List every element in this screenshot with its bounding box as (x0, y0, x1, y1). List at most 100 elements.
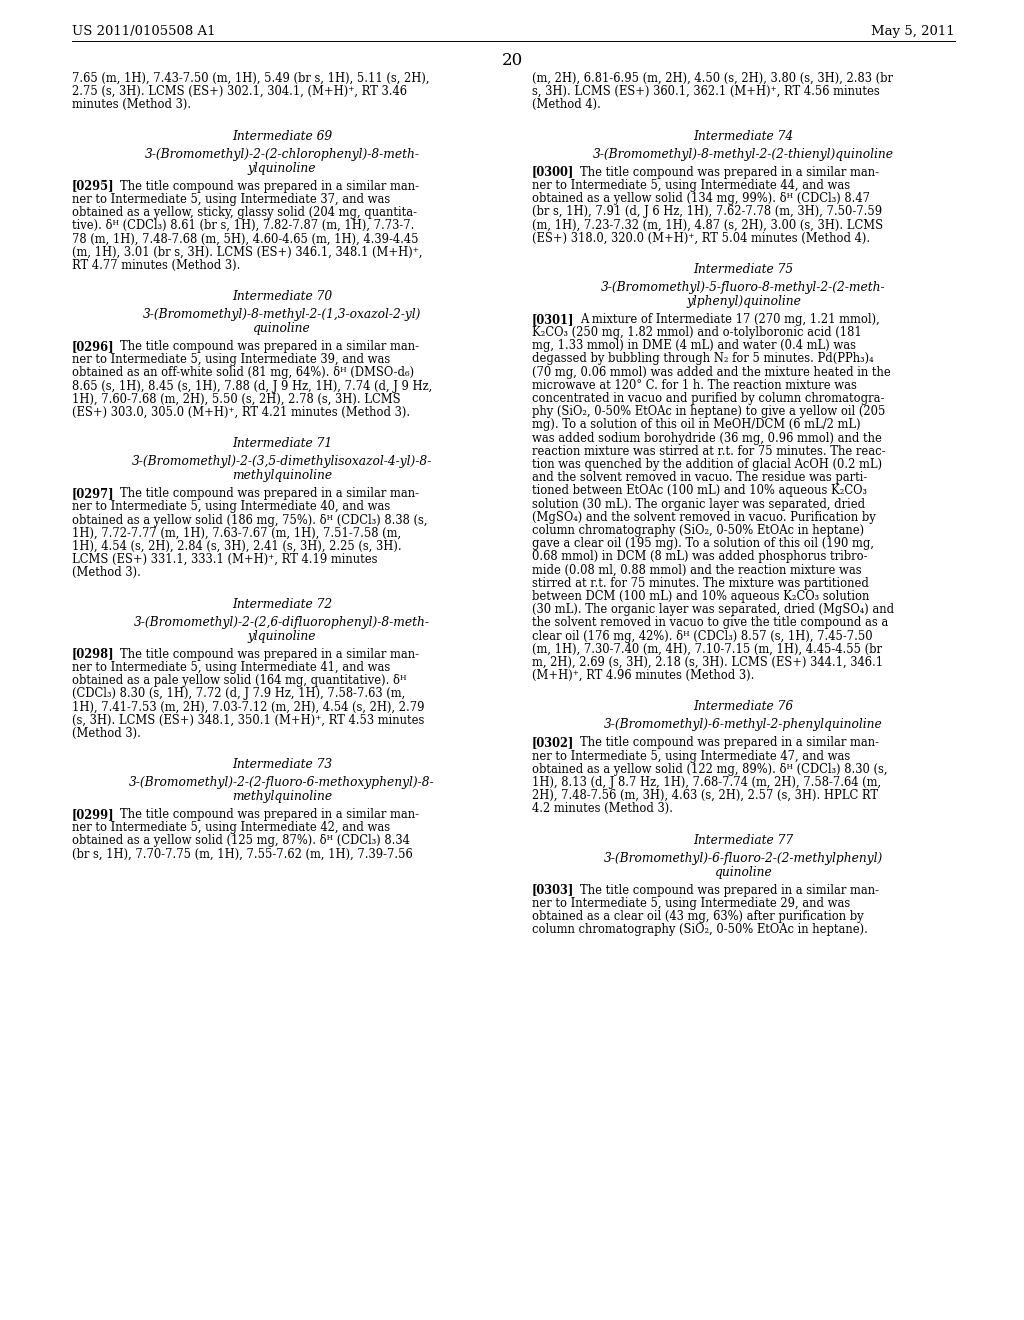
Text: obtained as a pale yellow solid (164 mg, quantitative). δᴴ: obtained as a pale yellow solid (164 mg,… (72, 675, 407, 686)
Text: microwave at 120° C. for 1 h. The reaction mixture was: microwave at 120° C. for 1 h. The reacti… (532, 379, 857, 392)
Text: Intermediate 73: Intermediate 73 (232, 758, 332, 771)
Text: ylphenyl)quinoline: ylphenyl)quinoline (686, 294, 801, 308)
Text: (m, 2H), 6.81-6.95 (m, 2H), 4.50 (s, 2H), 3.80 (s, 3H), 2.83 (br: (m, 2H), 6.81-6.95 (m, 2H), 4.50 (s, 2H)… (532, 73, 893, 84)
Text: s, 3H). LCMS (ES+) 360.1, 362.1 (M+H)⁺, RT 4.56 minutes: s, 3H). LCMS (ES+) 360.1, 362.1 (M+H)⁺, … (532, 86, 880, 98)
Text: reaction mixture was stirred at r.t. for 75 minutes. The reac-: reaction mixture was stirred at r.t. for… (532, 445, 886, 458)
Text: US 2011/0105508 A1: US 2011/0105508 A1 (72, 25, 215, 38)
Text: (Method 3).: (Method 3). (72, 566, 141, 579)
Text: 3-(Bromomethyl)-2-(2-chlorophenyl)-8-meth-: 3-(Bromomethyl)-2-(2-chlorophenyl)-8-met… (144, 148, 420, 161)
Text: [0302]: [0302] (532, 737, 574, 750)
Text: (m, 1H), 3.01 (br s, 3H). LCMS (ES+) 346.1, 348.1 (M+H)⁺,: (m, 1H), 3.01 (br s, 3H). LCMS (ES+) 346… (72, 246, 423, 259)
Text: methylquinoline: methylquinoline (232, 789, 332, 803)
Text: between DCM (100 mL) and 10% aqueous K₂CO₃ solution: between DCM (100 mL) and 10% aqueous K₂C… (532, 590, 869, 603)
Text: ner to Intermediate 5, using Intermediate 39, and was: ner to Intermediate 5, using Intermediat… (72, 354, 390, 366)
Text: degassed by bubbling through N₂ for 5 minutes. Pd(PPh₃)₄: degassed by bubbling through N₂ for 5 mi… (532, 352, 873, 366)
Text: (s, 3H). LCMS (ES+) 348.1, 350.1 (M+H)⁺, RT 4.53 minutes: (s, 3H). LCMS (ES+) 348.1, 350.1 (M+H)⁺,… (72, 714, 424, 726)
Text: 3-(Bromomethyl)-2-(3,5-dimethylisoxazol-4-yl)-8-: 3-(Bromomethyl)-2-(3,5-dimethylisoxazol-… (132, 455, 432, 469)
Text: obtained as a yellow, sticky, glassy solid (204 mg, quantita-: obtained as a yellow, sticky, glassy sol… (72, 206, 417, 219)
Text: column chromatography (SiO₂, 0-50% EtOAc in heptane).: column chromatography (SiO₂, 0-50% EtOAc… (532, 923, 868, 936)
Text: ner to Intermediate 5, using Intermediate 37, and was: ner to Intermediate 5, using Intermediat… (72, 193, 390, 206)
Text: The title compound was prepared in a similar man-: The title compound was prepared in a sim… (581, 165, 880, 178)
Text: Intermediate 74: Intermediate 74 (693, 129, 794, 143)
Text: Intermediate 72: Intermediate 72 (232, 598, 332, 611)
Text: (br s, 1H), 7.91 (d, J 6 Hz, 1H), 7.62-7.78 (m, 3H), 7.50-7.59: (br s, 1H), 7.91 (d, J 6 Hz, 1H), 7.62-7… (532, 205, 882, 218)
Text: The title compound was prepared in a similar man-: The title compound was prepared in a sim… (120, 648, 419, 660)
Text: ner to Intermediate 5, using Intermediate 29, and was: ner to Intermediate 5, using Intermediat… (532, 896, 850, 909)
Text: 1H), 8.13 (d, J 8.7 Hz, 1H), 7.68-7.74 (m, 2H), 7.58-7.64 (m,: 1H), 8.13 (d, J 8.7 Hz, 1H), 7.68-7.74 (… (532, 776, 881, 789)
Text: Intermediate 76: Intermediate 76 (693, 701, 794, 713)
Text: obtained as a yellow solid (134 mg, 99%). δᴴ (CDCl₃) 8.47: obtained as a yellow solid (134 mg, 99%)… (532, 191, 870, 205)
Text: obtained as a yellow solid (122 mg, 89%). δᴴ (CDCl₃) 8.30 (s,: obtained as a yellow solid (122 mg, 89%)… (532, 763, 888, 776)
Text: 0.68 mmol) in DCM (8 mL) was added phosphorus tribro-: 0.68 mmol) in DCM (8 mL) was added phosp… (532, 550, 867, 564)
Text: RT 4.77 minutes (Method 3).: RT 4.77 minutes (Method 3). (72, 259, 241, 272)
Text: methylquinoline: methylquinoline (232, 469, 332, 482)
Text: May 5, 2011: May 5, 2011 (871, 25, 955, 38)
Text: (M+H)⁺, RT 4.96 minutes (Method 3).: (M+H)⁺, RT 4.96 minutes (Method 3). (532, 669, 755, 682)
Text: (br s, 1H), 7.70-7.75 (m, 1H), 7.55-7.62 (m, 1H), 7.39-7.56: (br s, 1H), 7.70-7.75 (m, 1H), 7.55-7.62… (72, 847, 413, 861)
Text: 3-(Bromomethyl)-2-(2-fluoro-6-methoxyphenyl)-8-: 3-(Bromomethyl)-2-(2-fluoro-6-methoxyphe… (129, 776, 435, 789)
Text: quinoline: quinoline (715, 866, 772, 879)
Text: (Method 3).: (Method 3). (72, 727, 141, 739)
Text: The title compound was prepared in a similar man-: The title compound was prepared in a sim… (581, 883, 880, 896)
Text: [0299]: [0299] (72, 808, 115, 821)
Text: mg, 1.33 mmol) in DME (4 mL) and water (0.4 mL) was: mg, 1.33 mmol) in DME (4 mL) and water (… (532, 339, 856, 352)
Text: was added sodium borohydride (36 mg, 0.96 mmol) and the: was added sodium borohydride (36 mg, 0.9… (532, 432, 882, 445)
Text: [0300]: [0300] (532, 165, 574, 178)
Text: ner to Intermediate 5, using Intermediate 44, and was: ner to Intermediate 5, using Intermediat… (532, 178, 850, 191)
Text: obtained as a clear oil (43 mg, 63%) after purification by: obtained as a clear oil (43 mg, 63%) aft… (532, 909, 863, 923)
Text: The title compound was prepared in a similar man-: The title compound was prepared in a sim… (120, 341, 419, 352)
Text: Intermediate 69: Intermediate 69 (232, 129, 332, 143)
Text: (MgSO₄) and the solvent removed in vacuo. Purification by: (MgSO₄) and the solvent removed in vacuo… (532, 511, 876, 524)
Text: concentrated in vacuo and purified by column chromatogra-: concentrated in vacuo and purified by co… (532, 392, 885, 405)
Text: [0295]: [0295] (72, 180, 115, 193)
Text: LCMS (ES+) 331.1, 333.1 (M+H)⁺, RT 4.19 minutes: LCMS (ES+) 331.1, 333.1 (M+H)⁺, RT 4.19 … (72, 553, 378, 566)
Text: the solvent removed in vacuo to give the title compound as a: the solvent removed in vacuo to give the… (532, 616, 888, 630)
Text: clear oil (176 mg, 42%). δᴴ (CDCl₃) 8.57 (s, 1H), 7.45-7.50: clear oil (176 mg, 42%). δᴴ (CDCl₃) 8.57… (532, 630, 872, 643)
Text: (m, 1H), 7.30-7.40 (m, 4H), 7.10-7.15 (m, 1H), 4.45-4.55 (br: (m, 1H), 7.30-7.40 (m, 4H), 7.10-7.15 (m… (532, 643, 882, 656)
Text: 20: 20 (502, 51, 522, 69)
Text: The title compound was prepared in a similar man-: The title compound was prepared in a sim… (120, 180, 419, 193)
Text: The title compound was prepared in a similar man-: The title compound was prepared in a sim… (120, 808, 419, 821)
Text: [0298]: [0298] (72, 648, 115, 660)
Text: (70 mg, 0.06 mmol) was added and the mixture heated in the: (70 mg, 0.06 mmol) was added and the mix… (532, 366, 891, 379)
Text: 3-(Bromomethyl)-8-methyl-2-(2-thienyl)quinoline: 3-(Bromomethyl)-8-methyl-2-(2-thienyl)qu… (593, 148, 894, 161)
Text: ner to Intermediate 5, using Intermediate 42, and was: ner to Intermediate 5, using Intermediat… (72, 821, 390, 834)
Text: 1H), 7.72-7.77 (m, 1H), 7.63-7.67 (m, 1H), 7.51-7.58 (m,: 1H), 7.72-7.77 (m, 1H), 7.63-7.67 (m, 1H… (72, 527, 401, 540)
Text: tive). δᴴ (CDCl₃) 8.61 (br s, 1H), 7.82-7.87 (m, 1H), 7.73-7.: tive). δᴴ (CDCl₃) 8.61 (br s, 1H), 7.82-… (72, 219, 415, 232)
Text: tion was quenched by the addition of glacial AcOH (0.2 mL): tion was quenched by the addition of gla… (532, 458, 882, 471)
Text: Intermediate 75: Intermediate 75 (693, 263, 794, 276)
Text: A mixture of Intermediate 17 (270 mg, 1.21 mmol),: A mixture of Intermediate 17 (270 mg, 1.… (581, 313, 880, 326)
Text: [0296]: [0296] (72, 341, 115, 352)
Text: obtained as a yellow solid (125 mg, 87%). δᴴ (CDCl₃) 8.34: obtained as a yellow solid (125 mg, 87%)… (72, 834, 410, 847)
Text: phy (SiO₂, 0-50% EtOAc in heptane) to give a yellow oil (205: phy (SiO₂, 0-50% EtOAc in heptane) to gi… (532, 405, 886, 418)
Text: 3-(Bromomethyl)-8-methyl-2-(1,3-oxazol-2-yl): 3-(Bromomethyl)-8-methyl-2-(1,3-oxazol-2… (142, 308, 421, 321)
Text: The title compound was prepared in a similar man-: The title compound was prepared in a sim… (581, 737, 880, 750)
Text: ner to Intermediate 5, using Intermediate 40, and was: ner to Intermediate 5, using Intermediat… (72, 500, 390, 513)
Text: 2.75 (s, 3H). LCMS (ES+) 302.1, 304.1, (M+H)⁺, RT 3.46: 2.75 (s, 3H). LCMS (ES+) 302.1, 304.1, (… (72, 86, 407, 98)
Text: Intermediate 70: Intermediate 70 (232, 290, 332, 304)
Text: (30 mL). The organic layer was separated, dried (MgSO₄) and: (30 mL). The organic layer was separated… (532, 603, 894, 616)
Text: 7.65 (m, 1H), 7.43-7.50 (m, 1H), 5.49 (br s, 1H), 5.11 (s, 2H),: 7.65 (m, 1H), 7.43-7.50 (m, 1H), 5.49 (b… (72, 73, 429, 84)
Text: 2H), 7.48-7.56 (m, 3H), 4.63 (s, 2H), 2.57 (s, 3H). HPLC RT: 2H), 7.48-7.56 (m, 3H), 4.63 (s, 2H), 2.… (532, 789, 879, 803)
Text: (Method 4).: (Method 4). (532, 99, 601, 111)
Text: obtained as an off-white solid (81 mg, 64%). δᴴ (DMSO-d₆): obtained as an off-white solid (81 mg, 6… (72, 367, 414, 379)
Text: mide (0.08 ml, 0.88 mmol) and the reaction mixture was: mide (0.08 ml, 0.88 mmol) and the reacti… (532, 564, 861, 577)
Text: 1H), 7.41-7.53 (m, 2H), 7.03-7.12 (m, 2H), 4.54 (s, 2H), 2.79: 1H), 7.41-7.53 (m, 2H), 7.03-7.12 (m, 2H… (72, 701, 425, 713)
Text: and the solvent removed in vacuo. The residue was parti-: and the solvent removed in vacuo. The re… (532, 471, 867, 484)
Text: tioned between EtOAc (100 mL) and 10% aqueous K₂CO₃: tioned between EtOAc (100 mL) and 10% aq… (532, 484, 867, 498)
Text: minutes (Method 3).: minutes (Method 3). (72, 99, 191, 111)
Text: 8.65 (s, 1H), 8.45 (s, 1H), 7.88 (d, J 9 Hz, 1H), 7.74 (d, J 9 Hz,: 8.65 (s, 1H), 8.45 (s, 1H), 7.88 (d, J 9… (72, 380, 432, 392)
Text: [0301]: [0301] (532, 313, 574, 326)
Text: 78 (m, 1H), 7.48-7.68 (m, 5H), 4.60-4.65 (m, 1H), 4.39-4.45: 78 (m, 1H), 7.48-7.68 (m, 5H), 4.60-4.65… (72, 232, 419, 246)
Text: solution (30 mL). The organic layer was separated, dried: solution (30 mL). The organic layer was … (532, 498, 865, 511)
Text: ner to Intermediate 5, using Intermediate 41, and was: ner to Intermediate 5, using Intermediat… (72, 661, 390, 673)
Text: 1H), 4.54 (s, 2H), 2.84 (s, 3H), 2.41 (s, 3H), 2.25 (s, 3H).: 1H), 4.54 (s, 2H), 2.84 (s, 3H), 2.41 (s… (72, 540, 401, 553)
Text: 3-(Bromomethyl)-6-fluoro-2-(2-methylphenyl): 3-(Bromomethyl)-6-fluoro-2-(2-methylphen… (604, 851, 883, 865)
Text: obtained as a yellow solid (186 mg, 75%). δᴴ (CDCl₃) 8.38 (s,: obtained as a yellow solid (186 mg, 75%)… (72, 513, 427, 527)
Text: mg). To a solution of this oil in MeOH/DCM (6 mL/2 mL): mg). To a solution of this oil in MeOH/D… (532, 418, 860, 432)
Text: column chromatography (SiO₂, 0-50% EtOAc in heptane): column chromatography (SiO₂, 0-50% EtOAc… (532, 524, 864, 537)
Text: (CDCl₃) 8.30 (s, 1H), 7.72 (d, J 7.9 Hz, 1H), 7.58-7.63 (m,: (CDCl₃) 8.30 (s, 1H), 7.72 (d, J 7.9 Hz,… (72, 688, 406, 700)
Text: 3-(Bromomethyl)-2-(2,6-difluorophenyl)-8-meth-: 3-(Bromomethyl)-2-(2,6-difluorophenyl)-8… (134, 615, 430, 628)
Text: stirred at r.t. for 75 minutes. The mixture was partitioned: stirred at r.t. for 75 minutes. The mixt… (532, 577, 869, 590)
Text: Intermediate 71: Intermediate 71 (232, 437, 332, 450)
